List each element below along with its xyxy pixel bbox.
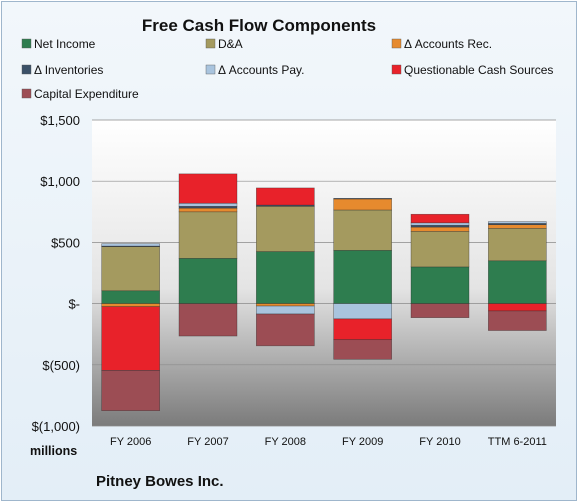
bar-segment [178,202,238,207]
legend-label: Δ Inventories [34,63,103,77]
bar-segment [178,258,238,304]
bar-segment [256,313,315,347]
legend-label: Δ Accounts Rec. [404,37,492,51]
y-tick-labels: $1,500 $1,000 $500 $- $(500) $(1,000) [32,113,80,434]
bar-segment [410,226,470,232]
bar-segment [333,209,392,251]
legend-swatch [205,38,216,49]
y-tick-label: $- [68,297,80,312]
legend-swatch [391,64,402,75]
bar-segment [488,224,547,229]
bar-segment [256,303,315,307]
bar-segment [488,303,547,312]
bar-segment [333,198,392,200]
bars [101,173,547,412]
legend-label: Net Income [34,37,96,51]
bar-segment [410,266,470,304]
legend-label: Capital Expenditure [34,87,139,101]
bar-segment [333,339,392,360]
gridlines [92,119,556,427]
x-tick-label: FY 2009 [342,436,383,448]
bar-segment [488,310,547,331]
legend-swatch [21,88,32,99]
y-tick-label: $(500) [42,358,80,373]
bar-segment [488,260,547,304]
x-tick-label: FY 2007 [187,436,228,448]
unit-label: millions [30,444,77,458]
legend-label: Questionable Cash Sources [404,63,553,77]
bar-segment [101,306,160,371]
legend-swatch [205,64,216,75]
bar-segment [333,198,392,211]
legend: Net Income D&A Δ Accounts Rec. Δ Inventorie… [21,37,553,101]
bar-segment [256,305,315,315]
bar-segment [101,246,160,292]
y-tick-label: $(1,000) [32,419,80,434]
bar-segment [410,213,470,224]
x-tick-labels: FY 2006 FY 2007 FY 2008 FY 2009 FY 2010 TTM 6… [110,436,547,448]
bar-segment [333,303,392,320]
plot-area [92,120,556,426]
bar-segment [101,370,160,412]
bar-segment [333,250,392,304]
bar-segment [410,303,470,318]
bar-segment [178,173,238,204]
bar-segment [256,205,315,252]
legend-label: D&A [218,37,243,51]
chart-title: Free Cash Flow Components [142,16,376,35]
bar-segment [178,303,238,337]
bar-segment [488,221,547,224]
y-tick-label: $1,500 [40,113,80,128]
bar-segment [101,290,160,304]
x-tick-label: FY 2008 [265,436,306,448]
bar-segment [178,207,238,213]
y-tick-label: $1,000 [40,174,80,189]
y-tick-label: $500 [51,235,80,250]
x-tick-label: FY 2010 [419,436,460,448]
company-name: Pitney Bowes Inc. [96,473,224,490]
bar-segment [101,243,160,247]
x-tick-label: FY 2006 [110,436,151,448]
bar-segment [410,231,470,268]
bar-segment [410,222,470,226]
x-tick-label: TTM 6-2011 [488,436,547,448]
legend-swatch [391,38,402,49]
legend-label: Δ Accounts Pay. [218,63,305,77]
bar-segment [488,228,547,262]
bar-segment [256,187,315,206]
legend-swatch [21,64,32,75]
legend-swatch [21,38,32,49]
bar-segment [178,211,238,259]
bar-segment [333,318,392,341]
bar-segment [101,303,160,307]
bar-segment [256,251,315,304]
